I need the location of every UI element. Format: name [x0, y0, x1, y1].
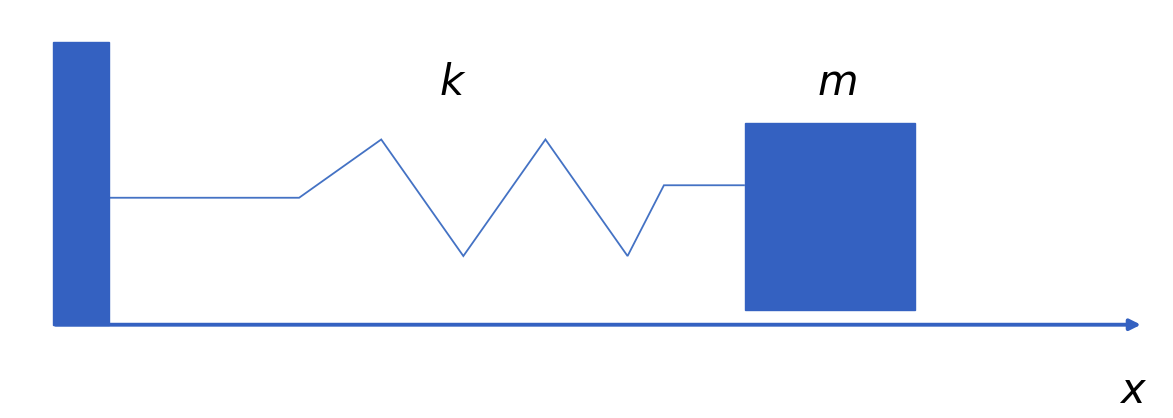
Text: m: m: [818, 62, 857, 104]
Bar: [745, 123, 915, 310]
Text: x: x: [1120, 370, 1144, 412]
Text: k: k: [440, 62, 463, 104]
Bar: [53, 42, 109, 325]
